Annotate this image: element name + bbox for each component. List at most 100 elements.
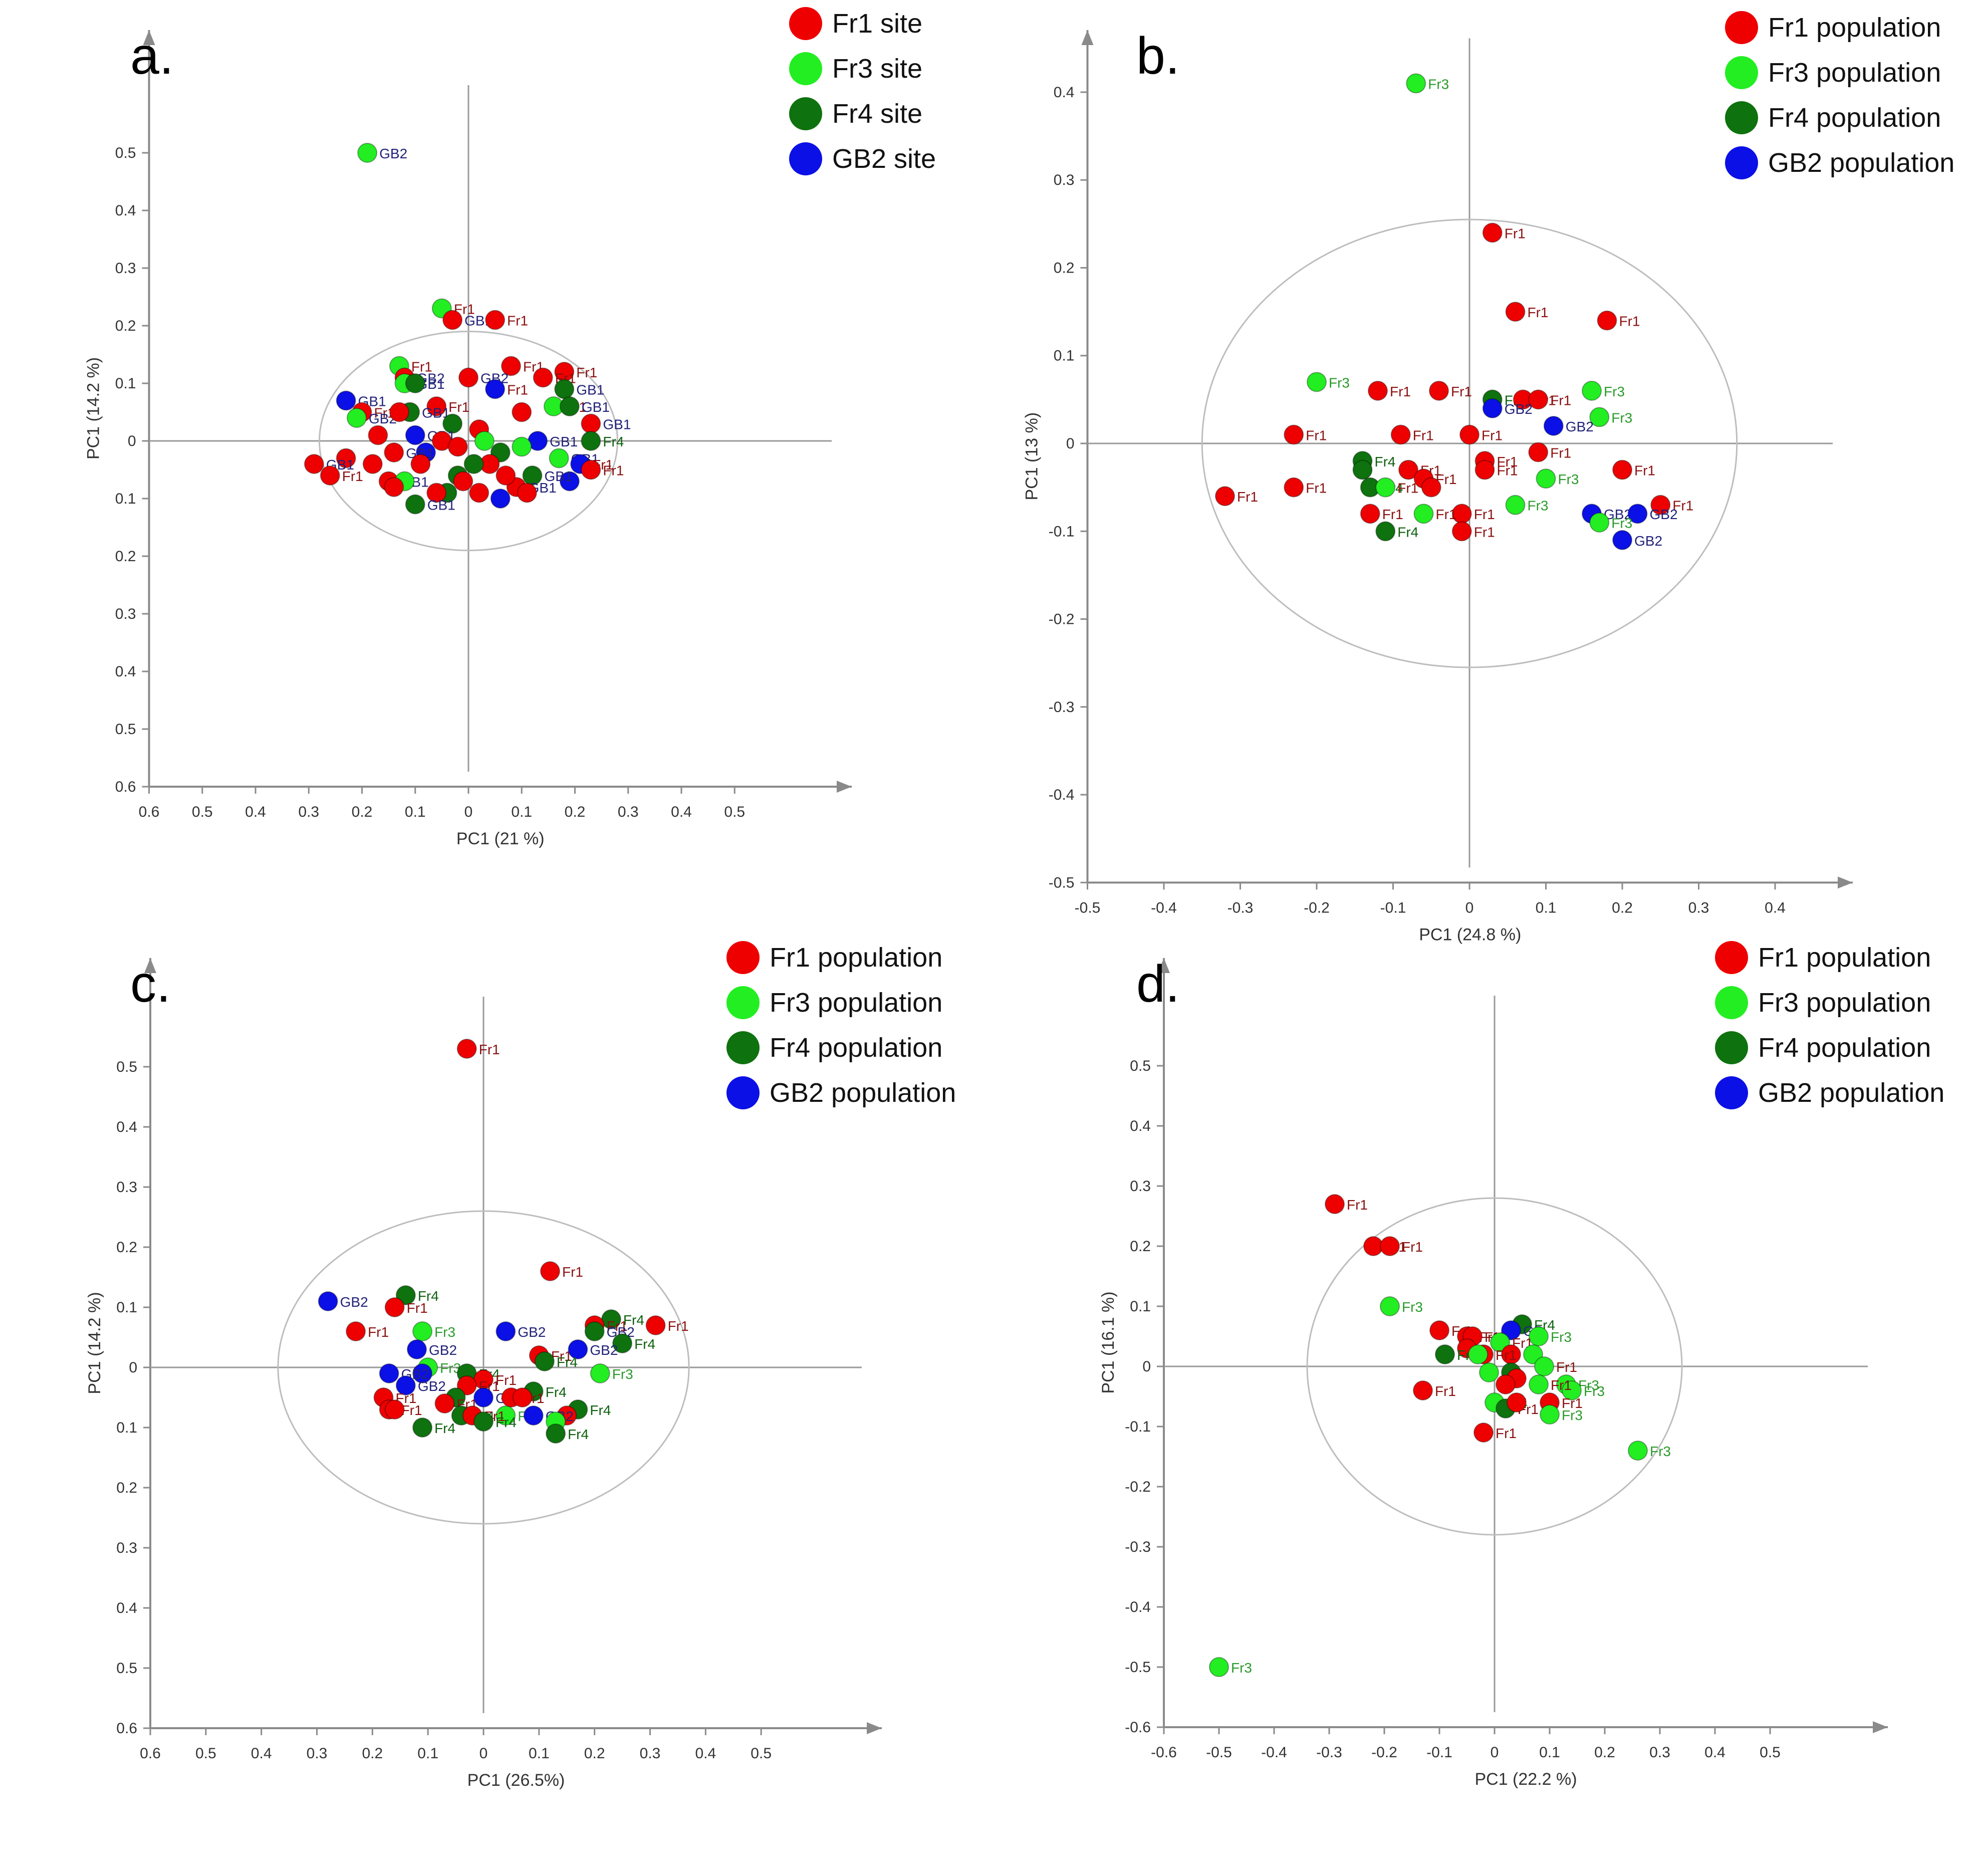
point-label: Fr3 [1528, 498, 1549, 514]
x-tick-label: 0.2 [352, 804, 373, 820]
point-label: Fr3 [1562, 1408, 1583, 1423]
legend-label: Fr4 population [770, 1033, 943, 1063]
scatter-point-gb2 [336, 390, 356, 411]
x-tick-label: 0.1 [1536, 899, 1557, 916]
x-tick-label: 0.4 [1765, 899, 1786, 916]
y-tick-label: -0.4 [1049, 787, 1075, 803]
panel-letter-d: d. [1136, 955, 1180, 1013]
scatter-point-gb2 [1501, 1320, 1521, 1340]
point-label: Fr4 [1397, 524, 1418, 540]
scatter-point-fr1 [456, 1039, 477, 1059]
y-axis-title: PC1 (14.2 %) [85, 1292, 104, 1394]
scatter-point-fr4 [612, 1333, 633, 1353]
scatter-point-fr3 [357, 143, 378, 163]
x-tick-label: 0.5 [724, 804, 745, 820]
point-label: Fr1 [1550, 392, 1571, 408]
y-tick-label: 0.3 [115, 260, 136, 277]
x-tick-label: 0.4 [251, 1745, 272, 1762]
legend-marker-fr4 [726, 1031, 760, 1064]
scatter-point-fr1 [512, 1387, 533, 1408]
x-tick-label: -0.4 [1151, 899, 1177, 916]
y-tick-label: -0.3 [1049, 699, 1075, 716]
point-label: Fr1 [668, 1318, 689, 1334]
point-label: Fr3 [434, 1324, 455, 1340]
legend-label: Fr3 site [832, 54, 923, 84]
point-label: Fr3 [1578, 1377, 1599, 1393]
point-label: Fr1 [407, 1300, 428, 1316]
scatter-point-fr1 [442, 310, 463, 330]
confidence-ellipse [1201, 218, 1738, 668]
x-tick-label: -0.5 [1075, 899, 1101, 916]
x-tick-label: 0.6 [140, 1745, 161, 1762]
y-tick-label: 0.2 [1054, 260, 1075, 276]
scatter-point-gb2 [407, 1339, 427, 1359]
scatter-point-gb2 [523, 1405, 544, 1426]
scatter-point-fr1 [389, 402, 409, 422]
scatter-point-fr3 [1468, 1344, 1488, 1364]
scatter-point-fr1 [1421, 477, 1441, 498]
scatter-point-fr3 [512, 436, 532, 457]
scatter-point-fr1 [362, 454, 383, 474]
y-tick-label: -0.1 [1049, 523, 1075, 540]
scatter-point-fr3 [1307, 372, 1327, 392]
scatter-point-fr1 [1429, 380, 1449, 401]
scatter-point-fr3 [346, 408, 367, 428]
x-tick-label: 0.5 [195, 1745, 216, 1762]
point-label: Fr3 [1650, 1444, 1671, 1459]
point-label: Fr1 [1551, 1377, 1572, 1393]
scatter-point-fr3 [1529, 1326, 1549, 1346]
scatter-point-fr1 [368, 425, 388, 445]
scatter-point-gb2 [395, 1375, 416, 1395]
scatter-point-fr3 [1413, 504, 1434, 524]
y-tick-label: 0.3 [116, 1540, 137, 1556]
scatter-point-fr4 [405, 373, 425, 393]
scatter-point-fr1 [1429, 1320, 1449, 1340]
x-tick-label: -0.5 [1206, 1744, 1232, 1761]
legend-label: GB2 site [832, 144, 936, 174]
y-tick-label: 0.1 [1130, 1298, 1151, 1315]
point-label: Fr4 [590, 1402, 611, 1418]
point-label: Fr1 [1497, 454, 1518, 470]
y-tick-label: 0.3 [1130, 1178, 1151, 1195]
x-tick-label: 0.4 [1704, 1744, 1725, 1761]
scatter-point-fr3 [1628, 1441, 1648, 1461]
y-tick-label: 0.2 [115, 548, 136, 565]
y-tick-label: 0.1 [115, 375, 136, 392]
point-label: Fr3 [1611, 410, 1632, 425]
legend-label: GB2 population [770, 1078, 956, 1108]
legend-marker-fr1 [1725, 11, 1758, 44]
point-label: Fr1 [1562, 1395, 1583, 1411]
x-tick-label: 0.2 [565, 804, 586, 820]
scatter-point-fr1 [1390, 424, 1411, 445]
point-label: GB1 [427, 498, 455, 513]
y-tick-label: 0.4 [1130, 1118, 1151, 1134]
scatter-point-fr1 [384, 442, 404, 462]
x-tick-label: 0.3 [298, 804, 319, 820]
point-label: Fr1 [1402, 1239, 1423, 1255]
y-tick-label: 0.4 [1054, 84, 1075, 101]
scatter-point-fr1 [1360, 504, 1380, 524]
scatter-point-fr4 [584, 1321, 605, 1341]
x-tick-label: 0.2 [1612, 899, 1633, 916]
x-tick-label: 0.4 [245, 804, 266, 820]
scatter-point-fr3 [412, 1321, 433, 1341]
x-tick-label: 0 [1491, 1744, 1499, 1761]
scatter-point-fr4 [405, 494, 425, 515]
x-tick-label: 0.2 [584, 1745, 605, 1762]
y-axis-arrow [1081, 30, 1094, 45]
scatter-point-gb2 [559, 471, 580, 492]
x-tick-label: 0.4 [695, 1745, 716, 1762]
point-label: Fr1 [1474, 524, 1495, 540]
scatter-point-fr3 [1523, 1344, 1543, 1364]
y-axis-title: PC1 (16.1 %) [1099, 1291, 1118, 1393]
scatter-point-fr4 [473, 1412, 494, 1432]
point-label: Fr1 [496, 1372, 517, 1388]
scatter-point-fr3 [1589, 512, 1610, 533]
scatter-point-fr1 [426, 483, 447, 503]
x-tick-label: 0.5 [1760, 1744, 1781, 1761]
legend-marker-gb2 [1725, 146, 1758, 179]
legend-label: Fr3 population [1758, 988, 1931, 1018]
scatter-point-fr1 [1496, 1374, 1516, 1394]
point-label: Fr1 [1347, 1197, 1368, 1213]
x-tick-label: -0.3 [1316, 1744, 1342, 1761]
